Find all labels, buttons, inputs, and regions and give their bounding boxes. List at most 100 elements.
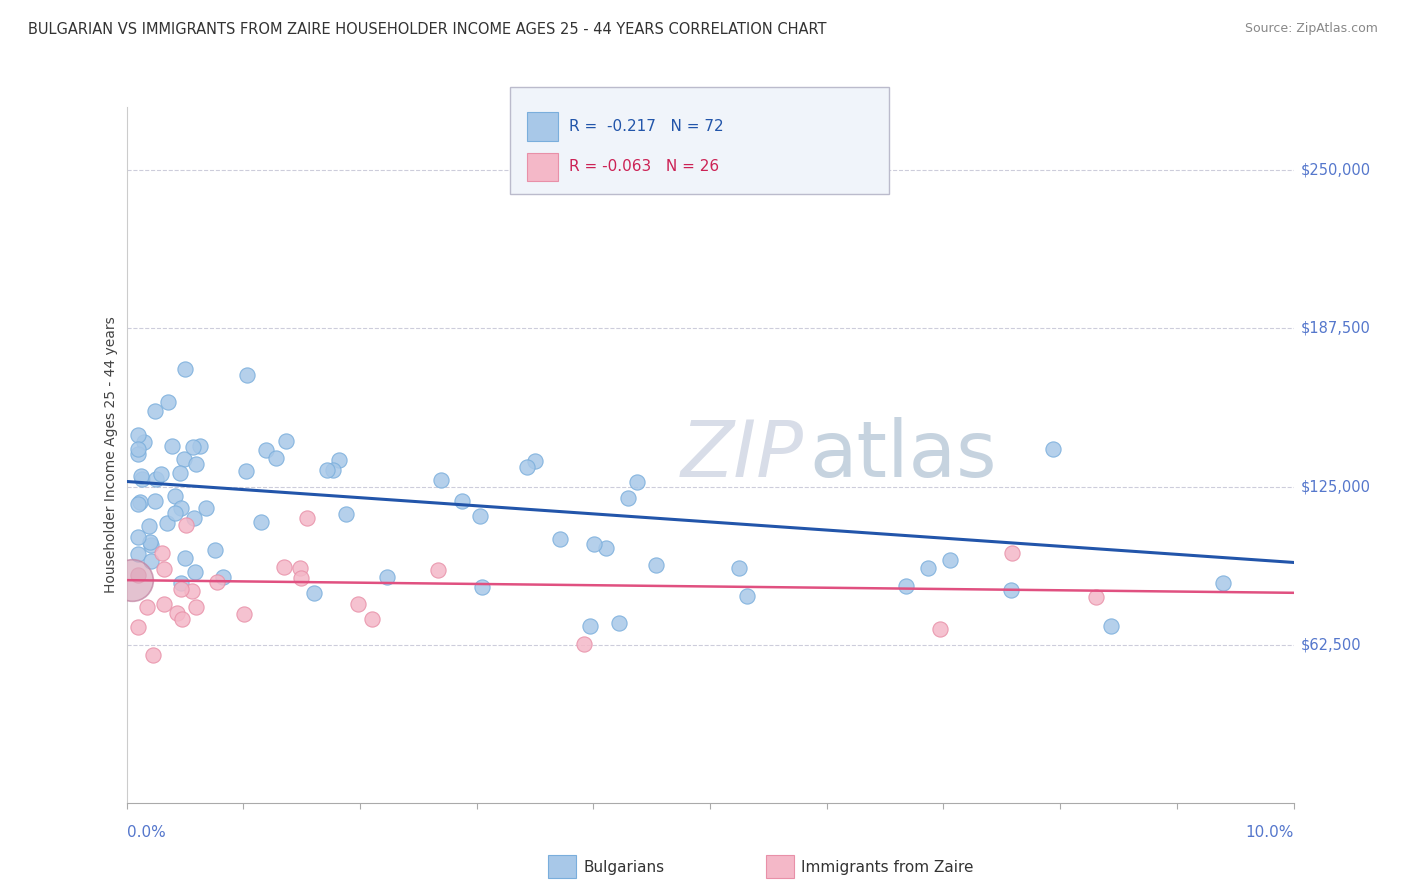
Point xyxy=(128,495,150,509)
Point xyxy=(1042,442,1064,456)
Point xyxy=(127,547,149,561)
Point xyxy=(254,442,277,457)
Point xyxy=(524,454,547,468)
Point xyxy=(163,489,186,503)
Text: ZIP: ZIP xyxy=(681,417,803,493)
Point xyxy=(127,497,149,511)
Point xyxy=(315,463,337,477)
Point xyxy=(127,442,149,457)
Point xyxy=(617,491,640,506)
Text: $187,500: $187,500 xyxy=(1301,321,1371,336)
Point xyxy=(249,516,271,530)
Point xyxy=(174,362,197,376)
Point xyxy=(138,518,160,533)
Point xyxy=(574,637,596,651)
Point xyxy=(375,570,398,584)
Point xyxy=(162,438,184,452)
Point xyxy=(1000,545,1022,559)
Point xyxy=(169,575,191,590)
Point xyxy=(273,559,295,574)
Point xyxy=(152,597,174,611)
Point xyxy=(180,584,202,599)
Point xyxy=(174,518,197,533)
Point xyxy=(165,506,187,520)
Point xyxy=(150,545,173,559)
Point xyxy=(426,563,449,577)
Point xyxy=(157,395,180,409)
Point xyxy=(143,494,166,508)
Point xyxy=(121,573,143,587)
Point xyxy=(139,553,162,567)
Point xyxy=(595,541,617,555)
Point xyxy=(264,451,287,466)
Point xyxy=(235,464,257,478)
Point xyxy=(156,516,179,531)
Point xyxy=(894,579,917,593)
Point xyxy=(194,500,217,515)
Point xyxy=(127,568,149,582)
Point xyxy=(166,606,188,620)
Point xyxy=(153,562,176,576)
Text: atlas: atlas xyxy=(810,417,997,493)
Point xyxy=(290,572,312,586)
Point xyxy=(233,607,256,621)
Point xyxy=(727,560,749,574)
Point xyxy=(276,434,298,448)
Text: 0.0%: 0.0% xyxy=(127,825,166,840)
Point xyxy=(471,581,494,595)
Point xyxy=(142,648,165,663)
Point xyxy=(295,511,318,525)
Point xyxy=(583,537,606,551)
Point xyxy=(361,612,384,626)
Text: Immigrants from Zaire: Immigrants from Zaire xyxy=(801,860,974,874)
Point xyxy=(170,582,193,596)
Text: Source: ZipAtlas.com: Source: ZipAtlas.com xyxy=(1244,22,1378,36)
Point xyxy=(184,458,207,472)
Point xyxy=(548,532,571,546)
Point xyxy=(328,452,350,467)
Point xyxy=(150,467,173,481)
Point xyxy=(212,570,235,584)
Point xyxy=(170,611,193,625)
Point xyxy=(143,404,166,418)
Text: $62,500: $62,500 xyxy=(1301,637,1361,652)
Y-axis label: Householder Income Ages 25 - 44 years: Householder Income Ages 25 - 44 years xyxy=(104,317,118,593)
Point xyxy=(127,428,149,442)
Text: BULGARIAN VS IMMIGRANTS FROM ZAIRE HOUSEHOLDER INCOME AGES 25 - 44 YEARS CORRELA: BULGARIAN VS IMMIGRANTS FROM ZAIRE HOUSE… xyxy=(28,22,827,37)
Point xyxy=(735,589,758,603)
Point xyxy=(917,561,939,575)
Point xyxy=(235,368,257,382)
Point xyxy=(184,566,207,580)
Point xyxy=(1212,576,1234,591)
Text: Bulgarians: Bulgarians xyxy=(583,860,665,874)
Point xyxy=(928,622,950,636)
Point xyxy=(127,530,149,544)
Point xyxy=(1000,583,1022,598)
Point xyxy=(183,510,205,524)
Point xyxy=(139,538,162,552)
Point xyxy=(468,509,491,524)
Point xyxy=(131,469,153,483)
Point xyxy=(335,507,357,521)
Text: 10.0%: 10.0% xyxy=(1246,825,1294,840)
Point xyxy=(169,466,191,480)
Point xyxy=(607,615,630,630)
Point xyxy=(645,558,668,572)
Point xyxy=(579,618,602,632)
Point xyxy=(939,553,962,567)
Point xyxy=(516,460,538,475)
Point xyxy=(127,619,149,633)
Point xyxy=(322,462,344,476)
Point xyxy=(127,447,149,461)
Point xyxy=(170,500,193,515)
Point xyxy=(302,586,325,600)
Text: $250,000: $250,000 xyxy=(1301,163,1371,178)
Point xyxy=(288,561,311,575)
Point xyxy=(347,598,370,612)
Point xyxy=(145,472,167,486)
Point xyxy=(204,543,226,558)
Point xyxy=(181,440,204,454)
Text: $125,000: $125,000 xyxy=(1301,479,1371,494)
Point xyxy=(132,434,155,449)
Point xyxy=(1099,618,1122,632)
